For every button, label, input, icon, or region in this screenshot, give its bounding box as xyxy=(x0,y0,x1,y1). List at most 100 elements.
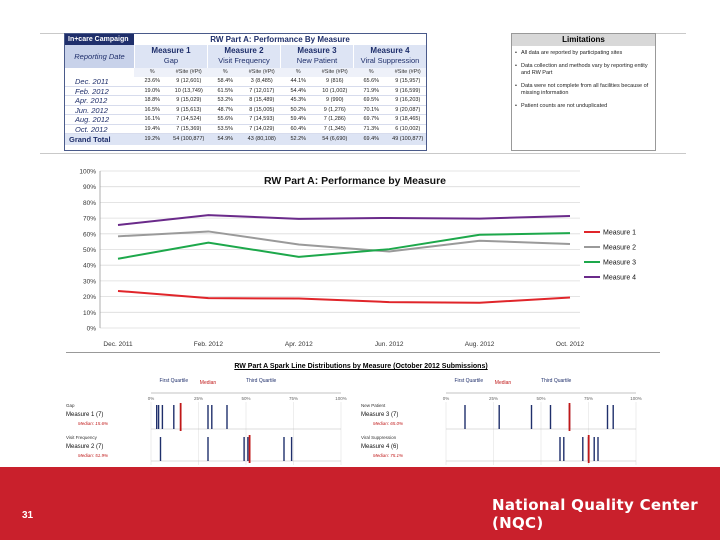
spark-tick-label: 50% xyxy=(241,396,250,401)
table-cell: 10 (1,002) xyxy=(322,87,348,94)
limitation-item: Data were not complete from all faciliti… xyxy=(515,83,652,97)
table-cell: 16.1% xyxy=(144,116,161,122)
grand-total-row: Grand Total 19.2% 54 (100,877) 54.9% 43 (80,… xyxy=(65,134,426,145)
table-header: In+care Campaign RW Part A: Performance … xyxy=(65,34,426,45)
table-cell: 53.5% xyxy=(217,125,234,132)
legend-label: Measure 3 xyxy=(603,260,636,267)
spark-median-value: Median: 15.6% xyxy=(78,421,108,426)
table-cell: 9 (1,276) xyxy=(323,106,346,113)
table-cell: 9 (816) xyxy=(326,78,344,84)
table-cell: 69.7% xyxy=(363,116,380,122)
table-cell: 3 (8,485) xyxy=(250,78,273,84)
column-subheaders: % #Site (#Pt) % #Site (#Pt) % #Site (#Pt) %… xyxy=(134,68,426,77)
limitation-item: Patient counts are not unduplicated xyxy=(515,103,652,110)
row-date: Grand Total xyxy=(69,135,111,144)
mid-rule xyxy=(40,153,686,154)
spark-tick-label: 75% xyxy=(289,396,298,401)
y-tick-label: 30% xyxy=(83,278,96,285)
y-tick-label: 60% xyxy=(83,231,96,238)
table-row: Feb. 2012 19.0% 10 (13,749) 61.5% 7 (12,017)… xyxy=(65,87,426,96)
table-cell: 7 (1,286) xyxy=(323,116,346,122)
table-cell: 7 (15,369) xyxy=(176,125,202,132)
table-cell: 50.2% xyxy=(290,106,307,113)
table-cell: 43 (80,108) xyxy=(247,136,276,142)
spark-caption: Visit Frequency xyxy=(66,435,98,440)
spark-measure-name: Measure 4 (6) xyxy=(361,444,398,450)
table-cell: 70.1% xyxy=(363,106,380,113)
y-tick-label: 0% xyxy=(87,326,97,333)
table-cell: 55.6% xyxy=(217,116,234,122)
table-cell: 61.5% xyxy=(217,87,234,94)
median-label: Median xyxy=(200,380,217,386)
table-cell: 19.2% xyxy=(144,136,161,142)
table-cell: 54 (6,690) xyxy=(322,136,348,142)
line-chart-svg: 0% 10% 20% 30% 40% 50% 60% 70% 80% 90% 100% RW Part… xyxy=(79,169,636,349)
limitations-box: Limitations All data are reported by par… xyxy=(511,33,656,151)
table-cell: 18.8% xyxy=(144,97,161,103)
chart-title: RW Part A: Performance by Measure xyxy=(264,175,446,187)
footer-bar: 31 National Quality Center (NQC) xyxy=(0,467,720,540)
table-cell: 7 (12,017) xyxy=(249,87,275,94)
table-cell: 7 (1,345) xyxy=(323,125,346,132)
performance-line-chart: 0% 10% 20% 30% 40% 50% 60% 70% 80% 90% 100% RW Part… xyxy=(60,160,660,353)
table-row: Apr. 2012 18.8% 9 (15,029) 53.2% 8 (15,489) 4… xyxy=(65,96,426,106)
spark-tick-label: 0% xyxy=(148,396,155,401)
table-cell: 6 (10,002) xyxy=(395,125,421,132)
table-cell: 9 (18,465) xyxy=(395,116,421,122)
table-cell: 69.5% xyxy=(363,97,380,103)
spark-tick-label: 25% xyxy=(194,396,203,401)
table-cell: 19.0% xyxy=(144,87,161,94)
limitation-item: All data are reported by participating s… xyxy=(515,50,652,57)
measure-headers: Measure 1 Gap Measure 2 Visit Frequency Me… xyxy=(134,45,426,68)
third-quartile-label: Third Quartile xyxy=(541,378,572,384)
y-tick-label: 20% xyxy=(83,294,96,301)
x-tick-label: Dec. 2011 xyxy=(103,341,133,348)
table-cell: 7 (14,524) xyxy=(176,116,202,122)
table-cell: 7 (14,593) xyxy=(249,116,275,122)
y-tick-label: 40% xyxy=(83,263,96,270)
top-rule-right xyxy=(656,33,686,34)
table-cell: 60.4% xyxy=(290,125,307,132)
table-cell: 10 (13,749) xyxy=(174,87,203,94)
spark-svg: First Quartile Median Third Quartile 0% 25% 5… xyxy=(66,378,642,465)
row-date: Aug. 2012 xyxy=(75,115,110,124)
table-cell: 49 (100,877) xyxy=(392,136,424,142)
table-cell: 9 (15,613) xyxy=(176,106,202,113)
row-date: Dec. 2011 xyxy=(75,77,109,86)
first-quartile-label: First Quartile xyxy=(159,378,188,384)
table-cell: 8 (15,489) xyxy=(249,97,275,103)
x-tick-label: Aug. 2012 xyxy=(465,341,495,348)
y-tick-label: 50% xyxy=(83,247,96,254)
third-quartile-label: Third Quartile xyxy=(246,378,277,384)
spark-caption: Gap xyxy=(66,403,75,408)
spark-median-value: Median: 65.0% xyxy=(373,421,403,426)
table-cell: 23.6% xyxy=(144,78,161,84)
y-tick-label: 70% xyxy=(83,216,96,223)
series-line-4 xyxy=(117,214,571,227)
y-tick-label: 90% xyxy=(83,184,96,191)
table-cell: 48.7% xyxy=(217,106,234,113)
spark-tick-label: 25% xyxy=(489,396,498,401)
first-quartile-label: First Quartile xyxy=(454,378,483,384)
table-cell: 52.2% xyxy=(290,136,307,142)
x-tick-label: Apr. 2012 xyxy=(285,341,313,348)
table-cell: 9 (15,957) xyxy=(395,78,421,84)
spark-line-section: RW Part A Spark Line Distributions by Me… xyxy=(66,360,656,465)
table-cell: 54.9% xyxy=(217,136,234,142)
organization-name: National Quality Center (NQC) xyxy=(492,496,698,532)
table-body: Dec. 2011 23.6% 9 (12,601) 58.4% 3 (8,485) 44… xyxy=(65,77,426,145)
table-cell: 54 (100,877) xyxy=(173,136,205,142)
legend-label: Measure 2 xyxy=(603,245,636,252)
table-cell: 9 (16,203) xyxy=(395,97,421,103)
spark-title: RW Part A Spark Line Distributions by Me… xyxy=(234,363,488,370)
spark-median-value: Median: 75.1% xyxy=(373,453,403,458)
limitations-list: All data are reported by participating s… xyxy=(512,46,655,110)
spark-measure-name: Measure 3 (7) xyxy=(361,412,398,418)
table-cell: 8 (15,005) xyxy=(249,106,275,113)
x-tick-label: Feb. 2012 xyxy=(194,341,224,348)
performance-table: In+care Campaign RW Part A: Performance … xyxy=(64,33,427,151)
spark-caption: New Patient xyxy=(361,403,386,408)
row-date: Apr. 2012 xyxy=(75,96,108,105)
campaign-label: In+care Campaign xyxy=(65,34,134,45)
spark-median-value: Median: 51.9% xyxy=(78,453,108,458)
